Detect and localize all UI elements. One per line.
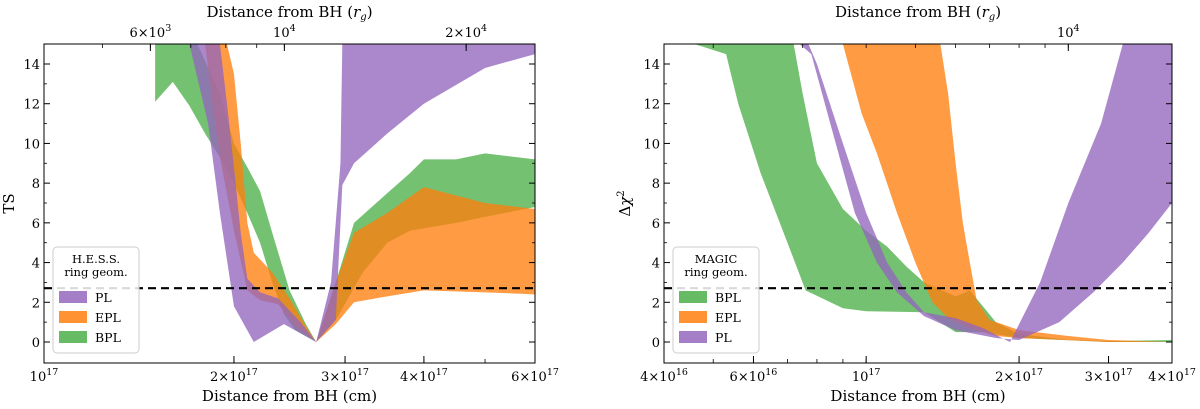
- y-tick-label: 10: [643, 137, 660, 152]
- y-axis-title: Δχ2: [616, 190, 634, 216]
- legend-box: [672, 246, 760, 354]
- legend-title: ring geom.: [64, 265, 127, 279]
- band-epl: [205, 44, 535, 343]
- x-tick-label: 2×1017: [210, 367, 258, 385]
- x-axis-title: Distance from BH (cm): [830, 387, 1005, 405]
- legend-swatch-pl: [679, 331, 707, 343]
- y-tick-label: 2: [32, 296, 40, 311]
- right-panel-magic: 0 2 4 6 8 10 12 14 4×1016 6×1016 1017 2×1017 3×1017 4…: [616, 3, 1196, 405]
- legend-label-epl: EPL: [715, 310, 741, 325]
- top-axis-title: Distance from BH (rg): [206, 3, 372, 23]
- legend-box: [52, 246, 140, 354]
- y-tick-label: 8: [652, 177, 660, 192]
- x-tick-label: 4×1016: [640, 367, 688, 385]
- x-tick-label: 3×1017: [1085, 367, 1133, 385]
- legend-swatch-epl: [679, 311, 707, 323]
- top-x-tick-label: 2×104: [445, 23, 487, 41]
- top-x-tick-label: 104: [1057, 23, 1080, 41]
- x-tick-label: 1017: [852, 367, 881, 385]
- x-tick-label: 4×1017: [1148, 367, 1196, 385]
- y-tick-label: 12: [23, 98, 40, 113]
- top-x-tick-label: 6×103: [129, 23, 171, 41]
- x-tick-label: 3×1017: [321, 367, 369, 385]
- band-pl: [799, 44, 1172, 343]
- y-tick-label: 6: [652, 217, 660, 232]
- legend-label-bpl: BPL: [95, 330, 121, 345]
- legend-title: MAGIC: [695, 252, 738, 266]
- band-pl: [189, 44, 535, 343]
- y-tick-label: 6: [32, 217, 40, 232]
- legend-label-pl: PL: [715, 330, 732, 345]
- x-tick-label: 4×1017: [400, 367, 448, 385]
- legend-label-pl: PL: [95, 290, 112, 305]
- legend-title: ring geom.: [684, 265, 747, 279]
- legend-label-epl: EPL: [95, 310, 121, 325]
- y-tick-label: 14: [23, 58, 40, 73]
- legend-swatch-epl: [59, 311, 87, 323]
- legend-swatch-pl: [59, 291, 87, 303]
- legend-title: H.E.S.S.: [72, 252, 120, 266]
- legend-label-bpl: BPL: [715, 290, 741, 305]
- y-tick-label: 8: [32, 177, 40, 192]
- y-tick-label: 10: [23, 137, 40, 152]
- y-tick-label: 4: [652, 257, 660, 272]
- y-tick-label: 2: [652, 296, 660, 311]
- x-tick-label: 6×1017: [511, 367, 559, 385]
- y-tick-label: 4: [32, 257, 40, 272]
- axes-frame: [663, 43, 1173, 364]
- legend-swatch-bpl: [59, 331, 87, 343]
- y-axis-title: TS: [0, 193, 18, 213]
- x-tick-label: 6×1016: [730, 367, 778, 385]
- band-bpl: [694, 44, 1172, 343]
- axes-frame: [43, 43, 536, 364]
- legend-swatch-bpl: [679, 291, 707, 303]
- top-axis-title: Distance from BH (rg): [835, 3, 1001, 23]
- legend: H.E.S.S.ring geom. PL EPL BPL: [52, 246, 140, 354]
- y-tick-label: 12: [643, 98, 660, 113]
- band-epl: [842, 44, 1172, 343]
- top-x-tick-label: 104: [273, 23, 296, 41]
- x-axis-title: Distance from BH (cm): [202, 387, 377, 405]
- x-tick-label: 1017: [30, 367, 59, 385]
- y-tick-label: 14: [643, 58, 660, 73]
- y-tick-label: 0: [652, 336, 660, 351]
- y-tick-label: 0: [32, 336, 40, 351]
- x-tick-label: 2×1017: [995, 367, 1043, 385]
- left-panel-hess: 0 2 4 6 8 10 12 14 1017 2×1017 3×1017 4×1017 6×1017 6…: [0, 3, 559, 405]
